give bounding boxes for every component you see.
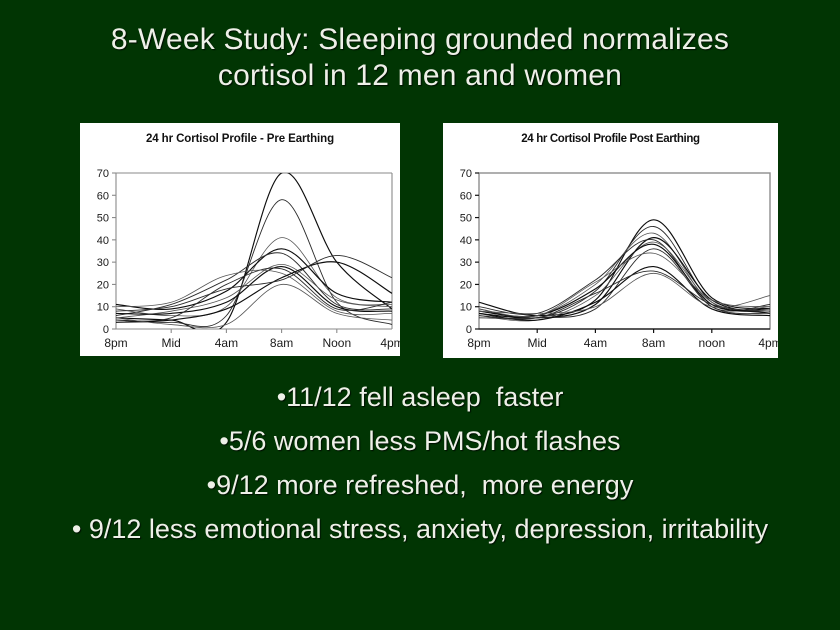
- chart-series-line: [116, 248, 392, 310]
- chart-plot-post-earthing: 0 10 20 30 40 50 60 70 8pm Mid 4am 8am noon 4pm: [443, 165, 778, 355]
- page-title-line-2: cortisol in 12 men and women: [217, 59, 623, 92]
- svg-text:60: 60: [97, 190, 109, 202]
- chart-series-line: [116, 255, 392, 312]
- bullet-list: •11/12 fell asleep faster •5/6 women les…: [0, 375, 840, 551]
- chart-panel-post-earthing: 24 hr Cortisol Profile Post Earthing 0 10…: [443, 123, 778, 358]
- svg-text:4pm: 4pm: [380, 336, 400, 350]
- svg-text:4am: 4am: [584, 336, 607, 350]
- svg-text:8am: 8am: [270, 336, 293, 350]
- svg-text:Mid: Mid: [162, 336, 181, 350]
- svg-text:0: 0: [466, 324, 472, 336]
- list-item: • 9/12 less emotional stress, anxiety, d…: [71, 514, 769, 544]
- svg-text:50: 50: [97, 213, 109, 225]
- list-item: •11/12 fell asleep faster: [276, 382, 564, 412]
- svg-text:50: 50: [460, 213, 472, 225]
- svg-text:20: 20: [460, 279, 472, 291]
- chart-series-line: [116, 263, 392, 319]
- svg-text:8am: 8am: [642, 336, 665, 350]
- chart-series-line: [479, 237, 770, 319]
- svg-text:40: 40: [97, 235, 109, 247]
- chart-series-line: [116, 269, 392, 316]
- svg-text:10: 10: [460, 302, 472, 314]
- svg-text:40: 40: [460, 235, 472, 247]
- svg-text:10: 10: [97, 302, 109, 314]
- chart-plot-pre-earthing: 0 10 20 30 40 50 60 70 8pm Mid 4am 8am Noon 4pm: [80, 165, 400, 355]
- svg-text:Mid: Mid: [528, 336, 547, 350]
- chart-series-line: [116, 261, 392, 323]
- list-item: •9/12 more refreshed, more energy: [206, 470, 634, 500]
- chart-series-line: [116, 284, 392, 329]
- chart-series-line: [116, 266, 392, 315]
- svg-text:4pm: 4pm: [758, 336, 778, 350]
- chart-series-line: [479, 270, 770, 320]
- chart-title-post-earthing: 24 hr Cortisol Profile Post Earthing: [521, 133, 700, 145]
- chart-series-line: [116, 267, 392, 322]
- svg-text:noon: noon: [698, 336, 725, 350]
- chart-series-line: [116, 252, 392, 317]
- chart-series-line: [479, 252, 770, 318]
- chart-series-line: [116, 199, 392, 328]
- svg-text:Noon: Noon: [322, 336, 351, 350]
- svg-text:8pm: 8pm: [467, 336, 490, 350]
- page-title-line-1: 8-Week Study: Sleeping grounded normaliz…: [110, 23, 730, 56]
- svg-text:20: 20: [97, 279, 109, 291]
- svg-text:4am: 4am: [215, 336, 238, 350]
- svg-text:30: 30: [460, 257, 472, 269]
- chart-series-line: [479, 272, 770, 314]
- list-item: •5/6 women less PMS/hot flashes: [219, 426, 621, 456]
- chart-series-line: [479, 239, 770, 315]
- chart-title-pre-earthing: 24 hr Cortisol Profile - Pre Earthing: [145, 133, 334, 145]
- svg-text:70: 70: [97, 168, 109, 180]
- svg-text:8pm: 8pm: [104, 336, 127, 350]
- svg-text:30: 30: [97, 257, 109, 269]
- chart-series-line: [479, 266, 770, 321]
- chart-panel-pre-earthing: 24 hr Cortisol Profile - Pre Earthing 0 1…: [80, 123, 400, 356]
- svg-text:60: 60: [460, 190, 472, 202]
- svg-text:70: 70: [460, 168, 472, 180]
- svg-text:0: 0: [103, 324, 109, 336]
- page-title: 8-Week Study: Sleeping grounded normaliz…: [0, 22, 840, 94]
- chart-series-line: [479, 219, 770, 317]
